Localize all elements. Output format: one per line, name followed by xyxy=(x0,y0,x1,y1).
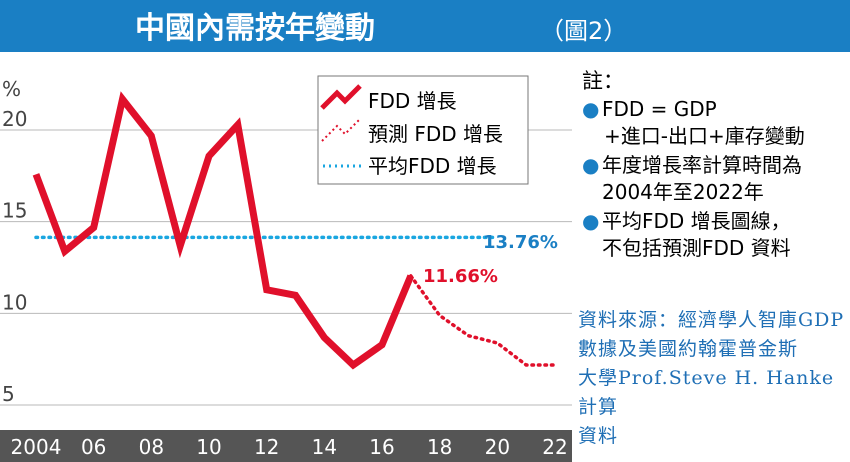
source-note: 資料來源：經濟學人智庫GDP 數據及美國約翰霍普金斯 大學Prof.Steve … xyxy=(578,306,848,451)
x-tick-label: 12 xyxy=(254,435,279,459)
bullet-icon: ● xyxy=(582,97,600,121)
bullet-icon: ● xyxy=(582,153,600,177)
forecast-fdd-line xyxy=(409,274,557,367)
note-sub: +進口-出口+庫存變動 xyxy=(604,124,805,148)
actual-fdd-line xyxy=(32,91,415,370)
x-tick-label: 20 xyxy=(485,435,510,459)
x-tick-label: 16 xyxy=(369,435,394,459)
notes-heading: 註： xyxy=(582,69,624,93)
legend-swatch-forecast xyxy=(321,118,361,142)
y-unit-label: % xyxy=(2,77,21,101)
y-tick-label: 20 xyxy=(2,107,27,131)
title-bar xyxy=(0,0,850,52)
legend-label-average: 平均FDD 增長 xyxy=(368,154,497,178)
x-tick-label: 18 xyxy=(427,435,452,459)
note-item: ● 平均FDD 增長圖線， 不包括預測FDD 資料 xyxy=(582,208,850,262)
x-tick-label: 2004 xyxy=(11,435,62,459)
last-actual-value-label: 11.66% xyxy=(423,266,498,287)
source-line: 大學Prof.Steve H. Hanke計算 xyxy=(578,367,835,418)
y-tick-label: 15 xyxy=(2,199,27,223)
source-line: 資料來源：經濟學人智庫GDP xyxy=(578,309,845,331)
note-sub: 不包括預測FDD 資料 xyxy=(602,236,791,260)
x-axis-bar xyxy=(0,430,572,462)
chart-title: 中國內需按年變動 xyxy=(135,11,375,46)
note-item: ● 年度增長率計算時間為 2004年至2022年 xyxy=(582,152,850,206)
note-sub: 2004年至2022年 xyxy=(602,180,764,204)
legend-label-forecast: 預測 FDD 增長 xyxy=(368,122,503,146)
source-line: 數據及美國約翰霍普金斯 xyxy=(578,338,799,360)
legend-label-actual: FDD 增長 xyxy=(368,89,457,113)
note-item: ● FDD = GDP +進口-出口+庫存變動 xyxy=(582,96,850,150)
average-value-label: 13.76% xyxy=(483,232,558,253)
legend: FDD 增長 預測 FDD 增長 平均FDD 增長 xyxy=(317,75,529,185)
y-tick-label: 5 xyxy=(2,382,15,406)
x-tick-label: 14 xyxy=(312,435,337,459)
x-tick-label: 08 xyxy=(139,435,164,459)
note-main: 年度增長率計算時間為 xyxy=(602,153,802,177)
note-main: FDD = GDP xyxy=(602,97,717,121)
source-line: 資料 xyxy=(578,425,619,447)
x-tick-label: 22 xyxy=(542,435,567,459)
notes-panel: 註： ● FDD = GDP +進口-出口+庫存變動 ● 年度增長率計算時間為 … xyxy=(582,68,850,262)
note-main: 平均FDD 增長圖線， xyxy=(602,209,791,233)
legend-swatch-actual xyxy=(320,84,362,110)
x-tick-label: 10 xyxy=(196,435,221,459)
x-tick-label: 06 xyxy=(81,435,106,459)
y-tick-label: 10 xyxy=(2,290,27,314)
chart-title-suffix: （圖2） xyxy=(540,17,627,45)
bullet-icon: ● xyxy=(582,209,600,233)
